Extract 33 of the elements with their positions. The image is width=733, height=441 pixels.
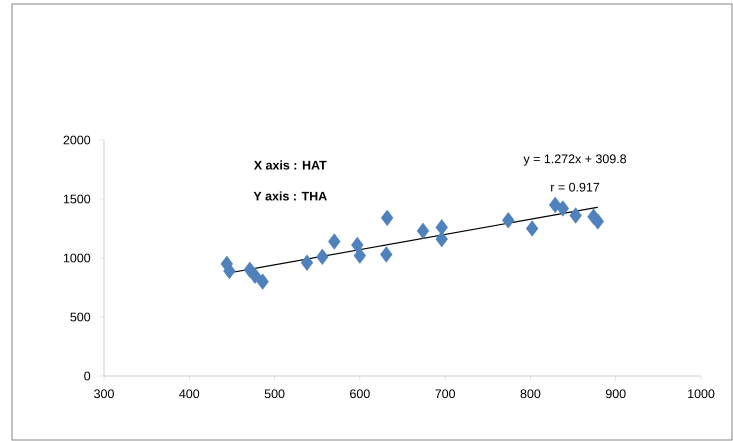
x-tick-label: 300 [94, 389, 114, 398]
annotation: X axis : HAT [254, 160, 327, 170]
point [416, 222, 430, 240]
point [556, 200, 570, 217]
annotation: r = 0.917 [551, 182, 600, 192]
point [502, 212, 514, 228]
point [316, 248, 329, 265]
x-tick-label: 700 [435, 389, 456, 398]
point [256, 273, 269, 290]
annotation: Y axis : THA [254, 191, 327, 201]
x-tick-label: 400 [179, 389, 200, 398]
annotation: y = 1.272x + 309.8 [523, 154, 626, 166]
x-tick-label: 500 [264, 389, 284, 398]
point [328, 233, 340, 250]
point [380, 246, 392, 263]
point [300, 254, 314, 271]
point [380, 210, 394, 226]
x-tick-label: 900 [606, 389, 626, 398]
y-tick-label: 0 [84, 372, 90, 380]
point [592, 213, 604, 230]
point [526, 220, 538, 237]
y-tick-label: 1500 [64, 194, 90, 204]
x-tick-label: 800 [520, 389, 540, 398]
y-tick-label: 2000 [64, 136, 90, 144]
point [248, 268, 262, 284]
x-tick-label: 600 [350, 389, 370, 398]
point [354, 247, 366, 264]
point [436, 219, 448, 236]
point [351, 236, 364, 254]
y-tick-label: 500 [70, 312, 90, 322]
y-tick-label: 1000 [64, 254, 90, 262]
point [569, 207, 582, 224]
x-tick-label: 1000 [688, 389, 714, 398]
